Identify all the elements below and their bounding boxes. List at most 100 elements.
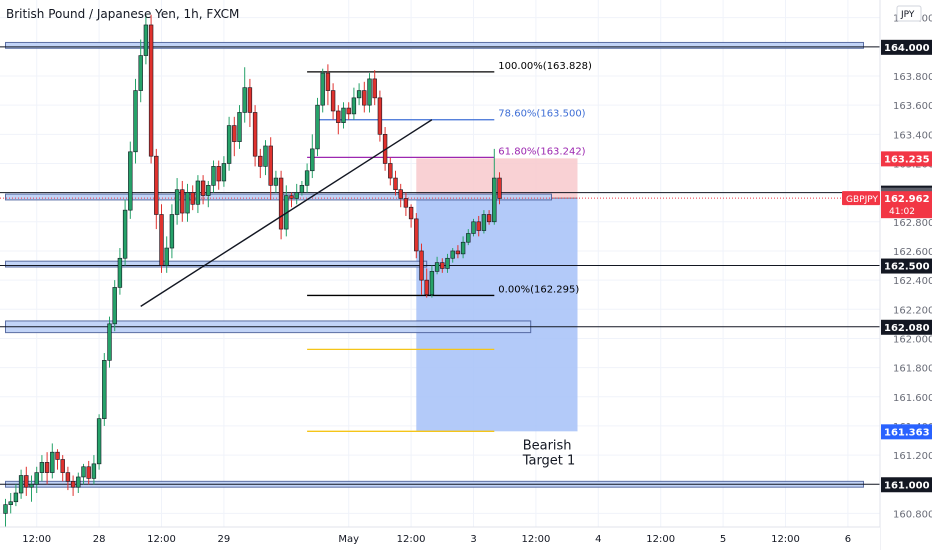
- candle-body: [434, 262, 440, 272]
- candle-body: [450, 250, 455, 259]
- candle-body: [247, 87, 253, 113]
- price-tick-label: 163.400: [893, 130, 932, 141]
- time-tick-label: 12:00: [646, 534, 675, 545]
- candle-body: [154, 155, 159, 215]
- price-label: 162.080: [884, 323, 930, 334]
- price-label: 162.962: [884, 194, 930, 205]
- time-tick-label: 28: [93, 534, 106, 545]
- candle-body: [107, 323, 112, 361]
- currency-badge: JPY: [900, 10, 915, 20]
- trend-line[interactable]: [140, 119, 433, 307]
- candle-body: [200, 180, 206, 196]
- symbol-tag: GBPJPY: [846, 195, 878, 205]
- candle-body: [440, 262, 445, 269]
- candle-body: [455, 250, 461, 255]
- time-tick-label: 5: [720, 534, 726, 545]
- price-label-bg: [881, 191, 932, 219]
- candle-body: [325, 72, 331, 91]
- candle-body: [221, 163, 227, 182]
- price-label: 161.000: [884, 480, 930, 491]
- candlesticks: [3, 14, 502, 528]
- price-label-bg: [881, 258, 932, 274]
- candle-body: [190, 192, 195, 205]
- fib-level-label: 78.60%(163.500): [498, 109, 585, 120]
- sr-zone: [5, 260, 428, 268]
- price-label-bg: [881, 39, 932, 55]
- candle-body: [86, 466, 91, 479]
- bearish-target-annotation: Bearish: [523, 438, 572, 453]
- time-tick-label: 12:00: [771, 534, 800, 545]
- candle-body: [419, 250, 424, 281]
- candle-body: [362, 90, 367, 106]
- price-axis[interactable]: 160.800161.000161.200161.400161.600161.8…: [842, 0, 932, 550]
- candle-body: [195, 180, 201, 205]
- candle-body: [481, 214, 487, 231]
- candle-body: [304, 170, 310, 186]
- time-tick-label: 12:00: [397, 534, 426, 545]
- candle-body: [128, 151, 133, 211]
- candle-body: [81, 466, 86, 478]
- time-tick-label: 12:00: [22, 534, 51, 545]
- time-axis[interactable]: 12:00 28 12:00 29 May 12:00 3 12:00 4 12:00 5 12:00…: [0, 526, 880, 550]
- price-label-bg: [881, 151, 932, 167]
- time-tick-label: 29: [218, 534, 231, 545]
- candle-body: [34, 472, 39, 485]
- price-label-bg: [881, 424, 932, 440]
- candle-body: [424, 279, 429, 296]
- candle-body: [138, 55, 143, 91]
- symbol-tag-bg: [842, 191, 880, 206]
- candle-body: [408, 206, 414, 220]
- candle-body: [44, 462, 50, 473]
- candle-body: [91, 463, 97, 479]
- candle-body: [50, 451, 55, 473]
- candle-body: [294, 192, 299, 199]
- candle-body: [497, 177, 502, 199]
- countdown-timer: 41:02: [889, 207, 915, 217]
- price-tick-label: 162.400: [893, 276, 932, 287]
- candle-body: [13, 492, 19, 503]
- candle-body: [3, 504, 8, 514]
- price-tick-label: 161.800: [893, 364, 932, 375]
- time-tick-label: 4: [595, 534, 601, 545]
- candle-body: [159, 214, 164, 266]
- price-tick-label: 162.000: [893, 334, 932, 345]
- candle-body: [356, 90, 362, 99]
- time-tick-label: May: [338, 534, 359, 545]
- candle-body: [117, 257, 123, 288]
- time-tick-label: 3: [470, 534, 476, 545]
- candle-body: [377, 97, 383, 135]
- candle-body: [112, 287, 117, 325]
- candle-body: [122, 209, 128, 259]
- candle-body: [180, 189, 185, 214]
- fibonacci-levels: 100.00%(163.828) 78.60%(163.500) 61.80%(16…: [307, 61, 592, 432]
- candle-body: [65, 472, 71, 482]
- time-tick-label: 12:00: [147, 534, 176, 545]
- candle-body: [460, 241, 466, 255]
- candle-body: [102, 360, 107, 419]
- candle-body: [216, 166, 221, 182]
- candle-body: [393, 177, 398, 191]
- candle-body: [289, 195, 294, 199]
- fib-level-label: 61.80%(163.242): [498, 146, 585, 157]
- candle-body: [174, 189, 180, 215]
- candle-body: [486, 214, 492, 223]
- candle-body: [273, 177, 279, 186]
- candle-body: [185, 192, 190, 214]
- candle-body: [372, 78, 377, 99]
- candle-body: [39, 462, 45, 473]
- candle-body: [320, 72, 325, 106]
- candle-body: [143, 24, 149, 56]
- candle-body: [60, 459, 65, 473]
- candle-body: [388, 163, 393, 179]
- candle-body: [70, 481, 76, 488]
- time-tick-label: 12:00: [521, 534, 550, 545]
- bearish-target-annotation: Target 1: [522, 453, 576, 468]
- price-label: 162.500: [884, 262, 930, 273]
- price-label: 164.000: [884, 43, 930, 54]
- ascending-trend-line: [140, 119, 433, 307]
- candle-body: [18, 475, 24, 494]
- candle-body: [445, 257, 450, 269]
